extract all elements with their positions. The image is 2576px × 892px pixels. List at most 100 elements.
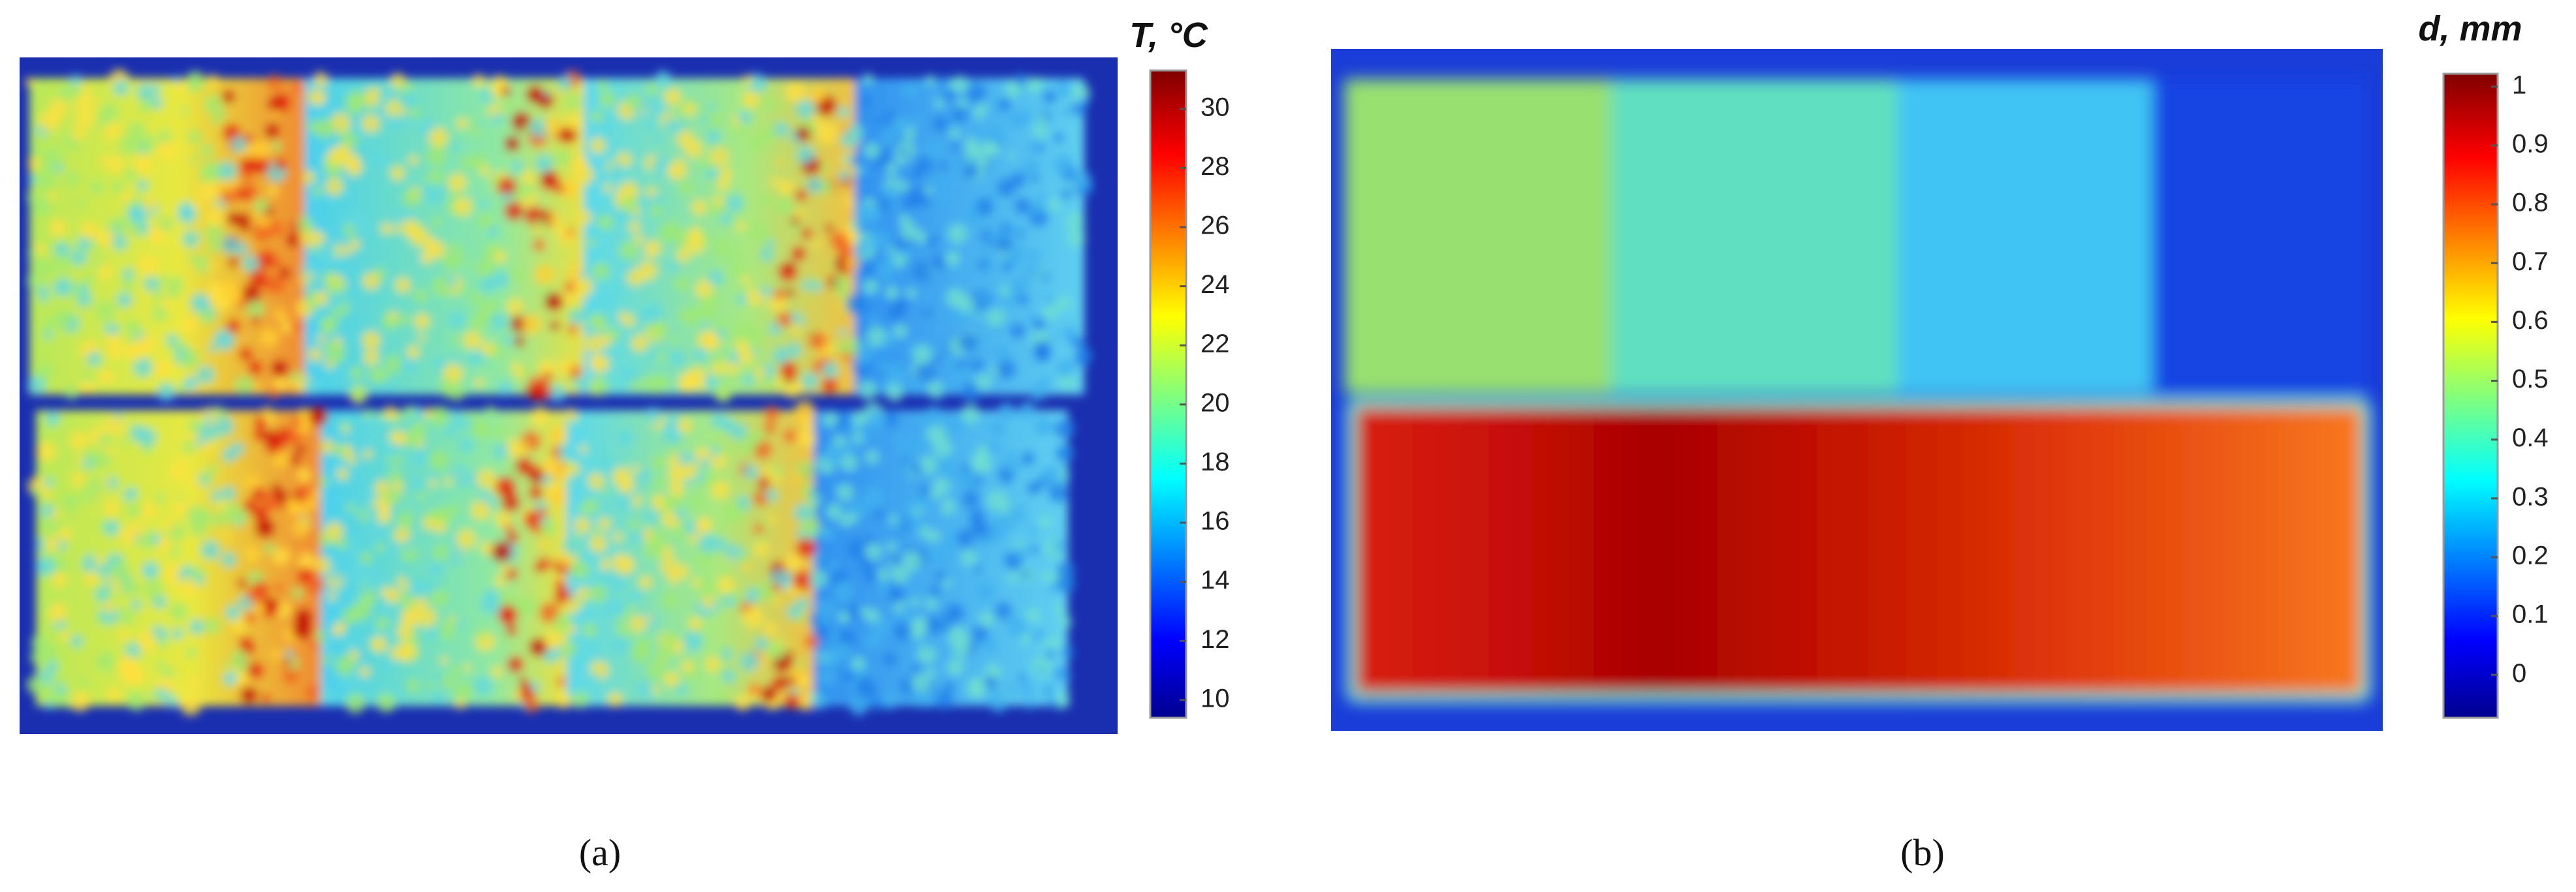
speckle [359,666,371,678]
speckle [678,180,695,196]
speckle [86,476,106,496]
speckle [388,311,398,320]
speckle [794,401,815,422]
speckle [366,571,384,590]
speckle [778,179,794,196]
speckle [621,367,639,384]
speckle [44,537,59,553]
speckle [847,512,859,523]
speckle [921,437,932,448]
speckle [362,272,380,290]
speckle [529,638,548,657]
speckle [613,555,635,576]
speckle [409,578,430,599]
speckle [926,234,939,247]
speckle [95,301,116,322]
speckle [902,82,918,98]
speckle [279,315,289,324]
speckle [842,154,853,165]
speckle [408,155,418,166]
speckle [246,584,267,604]
speckle [121,276,135,290]
speckle [862,73,873,85]
speckle [986,228,1001,243]
speckle [30,650,45,665]
speckle [187,678,199,690]
speckle [795,99,815,119]
speckle [708,202,721,216]
speckle [324,341,336,354]
speckle [937,191,950,204]
speckle [760,685,778,703]
speckle [1056,78,1069,92]
speckle [644,509,658,523]
speckle [1040,377,1051,388]
speckle [847,538,868,559]
speckle [259,216,270,228]
speckle [926,140,946,160]
speckle [1074,350,1091,367]
speckle [569,420,579,431]
speckle [124,341,145,361]
tick-label: 28 [1201,152,1230,181]
tick-label: 0 [2512,659,2526,688]
speckle [377,92,388,103]
speckle [39,563,47,572]
speckle [54,163,63,173]
speckle [474,377,484,388]
speckle [912,115,923,127]
speckle [520,171,535,186]
speckle [292,619,313,640]
speckle [294,322,305,333]
speckle [211,513,225,527]
speckle [464,260,473,268]
speckle [840,454,858,472]
speckle [413,288,428,303]
speckle [457,286,466,295]
speckle [924,187,933,195]
speckle [1061,646,1074,658]
speckle [644,117,658,131]
speckle [406,345,420,360]
speckle [885,382,904,402]
speckle [347,456,357,465]
speckle [979,102,988,111]
speckle [341,608,358,625]
speckle [108,157,124,173]
speckle [1031,174,1040,183]
speckle [578,445,588,454]
speckle [140,502,156,519]
speckle [384,587,401,604]
speckle [433,544,449,561]
speckle [903,584,913,594]
speckle [120,655,138,673]
speckle [1009,244,1026,261]
speckle [796,146,815,164]
speckle [732,321,753,342]
speckle [130,521,146,538]
speckle [763,422,776,435]
speckle [296,468,311,483]
speckle [505,624,518,636]
speckle [1019,634,1031,645]
speckle [511,160,524,173]
speckle [95,651,117,673]
speckle [597,517,611,531]
speckle [334,655,355,676]
speckle [104,414,125,435]
speckle [727,351,742,365]
speckle [587,641,599,653]
speckle [999,285,1011,298]
speckle [260,328,279,347]
speckle [877,568,890,581]
speckle [364,683,374,692]
speckle [984,142,998,156]
speckle [1055,295,1072,312]
speckle [272,109,280,117]
speckle [240,212,252,224]
speckle [743,464,759,480]
speckle [27,157,40,170]
speckle [868,230,889,251]
speckle [818,668,836,686]
speckle [321,241,337,257]
